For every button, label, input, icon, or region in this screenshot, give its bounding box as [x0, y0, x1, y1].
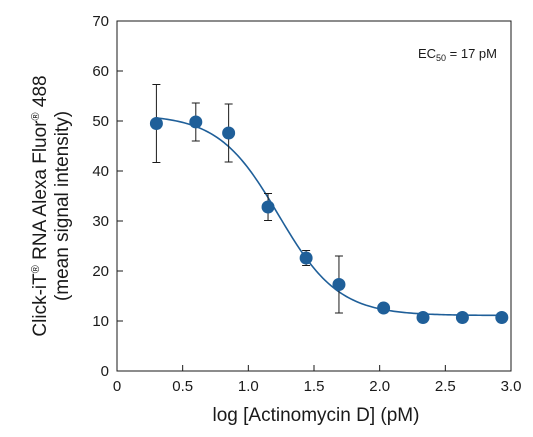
ec50-annotation: EC50 = 17 pM: [418, 46, 497, 63]
y-tick-label: 70: [92, 13, 109, 30]
x-tick-label: 1.0: [238, 378, 259, 395]
axes: 0 0.5 1.0 1.5 2.0 2.5 3.0 0 10 20 30 40 50 60 70: [92, 13, 521, 395]
data-point: [332, 278, 346, 291]
y-tick-label: 40: [92, 163, 109, 180]
y-tick-label: 20: [92, 263, 109, 280]
x-tick-label: 1.5: [304, 378, 325, 395]
data-point: [299, 251, 313, 265]
y-tick-label: 60: [92, 63, 109, 80]
y-tick-label: 30: [92, 213, 109, 230]
y-tick-label: 10: [92, 313, 109, 330]
data-point: [189, 115, 203, 129]
fit-curve: [156, 117, 502, 317]
x-tick-label: 0.5: [172, 378, 193, 395]
data-point: [416, 311, 430, 324]
data-point: [222, 126, 236, 140]
data-point: [495, 311, 509, 324]
plot-frame: [116, 20, 512, 372]
error-bars-group: [152, 84, 343, 314]
data-point: [261, 200, 275, 214]
fit-curve-group: [156, 117, 502, 317]
y-axis-title-line2: (mean signal intensity): [52, 111, 73, 301]
data-points-group: [149, 115, 509, 324]
data-point: [455, 311, 469, 324]
data-point: [149, 117, 163, 130]
data-point: [377, 301, 391, 315]
x-tick-label: 3.0: [501, 378, 522, 395]
y-axis-title: Click-iT® RNA Alexa Fluor® 488 (mean sig…: [30, 75, 73, 336]
y-tick-label: 0: [101, 363, 109, 380]
y-axis-title-line1: Click-iT® RNA Alexa Fluor® 488: [30, 75, 51, 336]
x-tick-label: 2.0: [369, 378, 390, 395]
x-tick-label: 2.5: [435, 378, 456, 395]
x-axis-title: log [Actinomycin D] (pM): [213, 405, 420, 426]
y-tick-label: 50: [92, 113, 109, 130]
x-tick-label: 0: [113, 378, 121, 395]
